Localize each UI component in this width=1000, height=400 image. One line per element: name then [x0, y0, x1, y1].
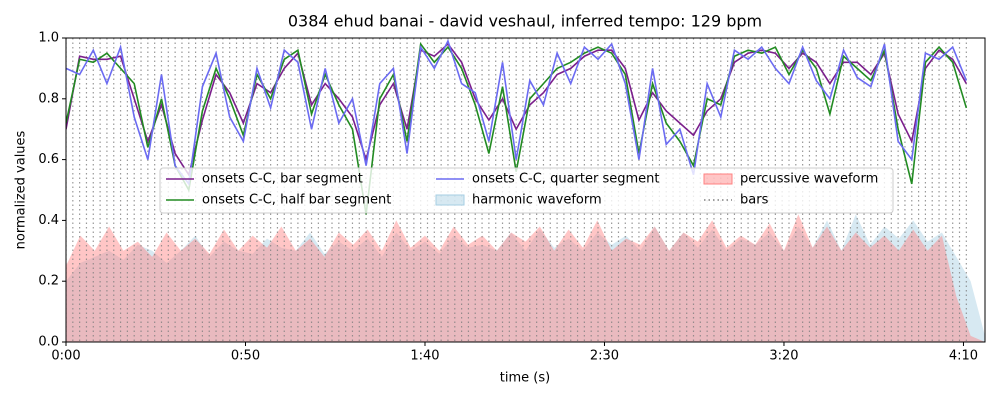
- line: [66, 42, 968, 177]
- y-tick-label: 1.0: [38, 31, 59, 46]
- chart-title: 0384 ehud banai - david veshaul, inferre…: [288, 12, 762, 31]
- y-tick-label: 0.6: [38, 152, 59, 167]
- legend-swatch: [435, 194, 465, 206]
- legend-swatch: [703, 173, 733, 185]
- y-tick-label: 0.4: [38, 213, 59, 228]
- y-tick-label: 0.2: [38, 274, 59, 289]
- y-axis-label: normalized values: [14, 130, 29, 249]
- legend-label: onsets C-C, bar segment: [202, 172, 363, 187]
- legend-label: onsets C-C, quarter segment: [472, 172, 659, 187]
- line: [66, 38, 968, 186]
- legend-box: [159, 167, 894, 214]
- x-tick-label: 4:10: [949, 349, 978, 364]
- x-tick-label: 0:00: [51, 349, 80, 364]
- y-tick-label: 0.8: [38, 91, 59, 106]
- legend-label: percussive waveform: [740, 172, 878, 187]
- plot-area: [66, 38, 985, 342]
- area: [66, 214, 985, 342]
- x-tick-label: 1:40: [410, 349, 439, 364]
- axes-frame: [65, 37, 986, 343]
- x-axis-label: time (s): [500, 371, 550, 386]
- legend-label: harmonic waveform: [472, 193, 602, 208]
- legend-label: onsets C-C, half bar segment: [202, 193, 391, 208]
- x-tick-label: 0:50: [231, 349, 260, 364]
- x-tick-label: 2:30: [590, 349, 619, 364]
- x-tick-label: 3:20: [769, 349, 798, 364]
- y-tick-label: 0.0: [38, 335, 59, 350]
- legend-label: bars: [740, 193, 769, 208]
